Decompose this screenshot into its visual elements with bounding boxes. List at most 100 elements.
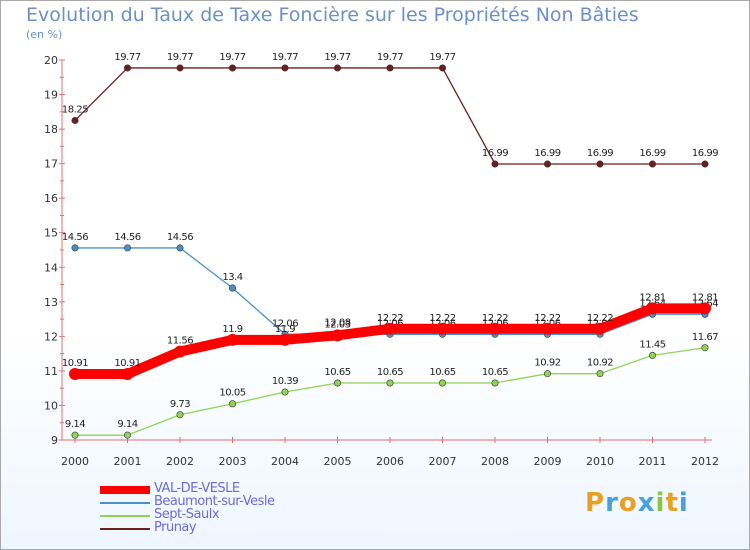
legend-label: Beaumont-sur-Vesle [154, 494, 275, 509]
data-label: 10.65 [429, 367, 455, 378]
data-point [543, 370, 551, 378]
data-point [648, 351, 656, 359]
x-tick-label: 2011 [639, 455, 667, 468]
data-label: 10.92 [534, 358, 560, 369]
data-point [121, 368, 134, 381]
data-point [648, 160, 656, 168]
x-tick-label: 2001 [114, 455, 142, 468]
data-point [701, 160, 709, 168]
data-label: 10.05 [219, 388, 245, 399]
data-point [543, 160, 551, 168]
data-point [71, 431, 79, 439]
data-label: 9.73 [170, 399, 190, 410]
data-label: 19.77 [167, 52, 193, 63]
data-point [596, 370, 604, 378]
data-label: 11.45 [639, 339, 665, 350]
legend-swatch [100, 486, 150, 494]
logo-letter: P [585, 488, 606, 518]
x-tick-label: 2010 [586, 455, 614, 468]
y-tick-label: 20 [44, 54, 58, 67]
data-point [176, 244, 184, 252]
x-tick-label: 2007 [429, 455, 457, 468]
data-label: 10.65 [324, 367, 350, 378]
data-label: 16.99 [534, 148, 560, 159]
y-tick-label: 16 [44, 192, 58, 205]
logo-letter: x [637, 488, 656, 518]
y-tick-label: 15 [44, 227, 58, 240]
x-tick-label: 2006 [376, 455, 404, 468]
data-point [281, 388, 289, 396]
data-label: 10.65 [482, 367, 508, 378]
data-point [333, 64, 341, 72]
data-point [438, 64, 446, 72]
data-point [699, 302, 711, 315]
data-label: 12.22 [587, 313, 613, 324]
data-label: 12.08 [324, 318, 350, 329]
data-label: 16.99 [639, 148, 665, 159]
data-point [491, 379, 499, 387]
data-label: 12.22 [534, 313, 560, 324]
data-point [596, 160, 604, 168]
data-label: 13.4 [222, 272, 242, 283]
y-tick-label: 10 [44, 399, 58, 412]
data-label: 19.77 [219, 52, 245, 63]
logo-letter: i [678, 488, 689, 518]
data-label: 16.99 [482, 148, 508, 159]
data-point [491, 160, 499, 168]
legend-label: Sept-Saulx [154, 507, 220, 522]
data-label: 16.99 [692, 148, 718, 159]
data-point [69, 368, 81, 381]
x-tick-label: 2004 [271, 455, 299, 468]
x-tick-label: 2005 [324, 455, 352, 468]
data-point [438, 379, 446, 387]
logo-letter: r [605, 488, 619, 518]
legend-swatch [100, 515, 150, 517]
legend-swatch [100, 502, 150, 504]
data-point [281, 64, 289, 72]
data-label: 11.56 [167, 336, 193, 347]
data-point [71, 244, 79, 252]
data-point [333, 379, 341, 387]
data-label: 12.06 [272, 318, 298, 329]
x-tick-label: 2009 [534, 455, 562, 468]
data-label: 14.56 [114, 232, 140, 243]
data-point [71, 116, 79, 124]
data-point [279, 333, 291, 346]
data-point [646, 302, 659, 315]
data-point [229, 284, 237, 292]
x-tick-label: 2012 [691, 455, 719, 468]
logo-letter: t [665, 488, 679, 518]
data-point [384, 322, 396, 335]
data-label: 18.25 [62, 104, 88, 115]
data-point [386, 379, 394, 387]
data-point [386, 64, 394, 72]
x-tick-label: 2008 [481, 455, 509, 468]
logo-letter: i [655, 488, 666, 518]
y-tick-label: 9 [51, 434, 58, 447]
data-point [229, 400, 237, 408]
y-tick-label: 18 [44, 123, 58, 136]
data-label: 19.77 [114, 52, 140, 63]
data-point [176, 64, 184, 72]
data-label: 12.22 [377, 313, 403, 324]
data-point [124, 431, 132, 439]
proxiti-logo: Proxiti [585, 488, 689, 518]
y-tick-label: 12 [44, 330, 58, 343]
data-label: 11.9 [222, 324, 242, 335]
data-point [331, 329, 344, 342]
data-label: 12.81 [692, 292, 718, 303]
data-label: 19.77 [377, 52, 403, 63]
y-tick-label: 11 [44, 365, 58, 378]
data-label: 19.77 [324, 52, 350, 63]
data-label: 19.77 [272, 52, 298, 63]
chart-title: Evolution du Taux de Taxe Foncière sur l… [26, 4, 639, 26]
data-point [124, 64, 132, 72]
data-label: 12.03 [324, 319, 350, 330]
x-tick-label: 2002 [166, 455, 194, 468]
data-label: 12.22 [482, 313, 508, 324]
data-label: 10.91 [62, 358, 88, 369]
data-point [436, 322, 449, 335]
data-point [701, 344, 709, 352]
